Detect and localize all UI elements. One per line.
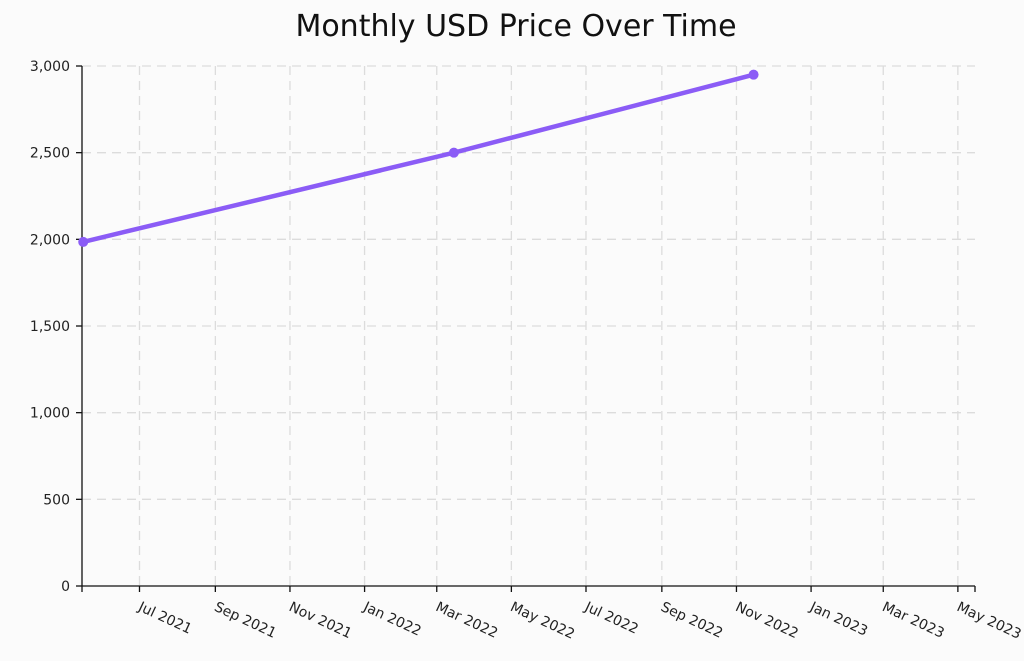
- y-tick-label: 1,000: [30, 406, 70, 422]
- chart-title: Monthly USD Price Over Time: [295, 9, 736, 44]
- x-tick-label: Jul 2021: [135, 599, 194, 638]
- y-tick-label: 2,500: [30, 146, 70, 162]
- x-tick-label: Nov 2021: [286, 599, 354, 642]
- y-tick-label: 1,500: [30, 319, 70, 335]
- x-tick-label: Jul 2022: [581, 599, 640, 638]
- x-tick-label: Sep 2022: [658, 599, 725, 642]
- data-point[interactable]: [78, 236, 89, 247]
- grid: [82, 65, 975, 586]
- y-tick-label: 2,000: [30, 232, 70, 248]
- axes: 0 500 1,000 1,500 2,000 2,500 3,000 Jul 2021 Sep…: [30, 59, 1024, 643]
- y-tick-label: 0: [61, 579, 70, 595]
- x-tick-label: May 2023: [954, 599, 1023, 643]
- x-tick-label: Jan 2022: [360, 599, 424, 640]
- x-tick-label: Mar 2022: [433, 599, 500, 642]
- x-tick-label: May 2022: [508, 599, 577, 643]
- x-tick-label: Mar 2023: [880, 599, 947, 642]
- x-tick-label: Jan 2023: [806, 599, 870, 640]
- x-tick-label: Sep 2021: [212, 599, 279, 642]
- y-tick-label: 500: [43, 492, 70, 508]
- x-tick-label: Nov 2022: [733, 599, 801, 642]
- data-point[interactable]: [748, 69, 759, 80]
- series-line: [80, 72, 756, 245]
- series-layer: [78, 69, 759, 247]
- y-tick-label: 3,000: [30, 59, 70, 75]
- data-point[interactable]: [448, 147, 459, 158]
